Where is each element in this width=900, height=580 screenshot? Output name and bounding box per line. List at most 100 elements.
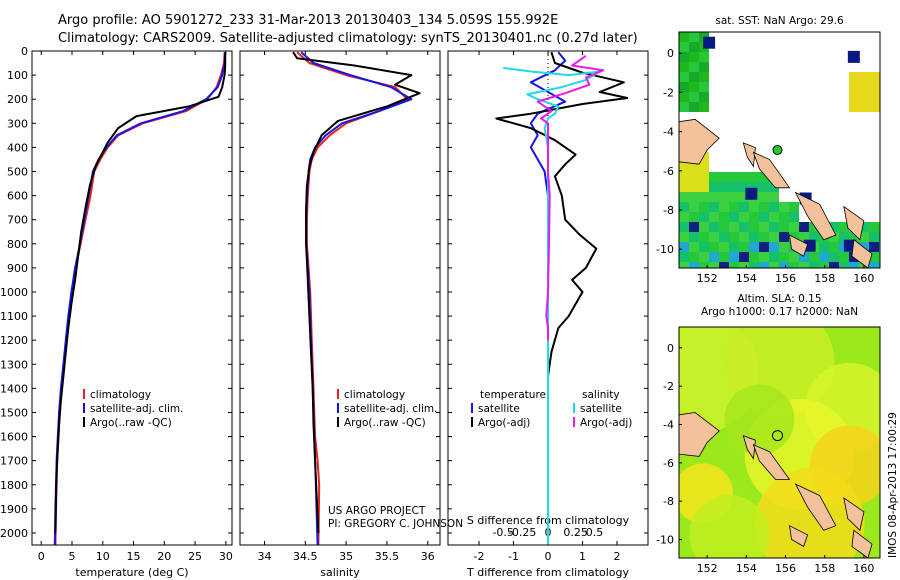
sst-cell	[789, 202, 799, 212]
sst-cell	[749, 262, 759, 268]
sst-cell	[679, 52, 689, 62]
plot-frame	[447, 50, 649, 546]
sst-cell	[679, 252, 689, 262]
sst-cell	[859, 92, 869, 102]
legend-label: Argo(-adj)	[580, 417, 632, 429]
x-tick-label: 36	[421, 550, 435, 563]
sst-cell	[709, 232, 719, 242]
sst-cell	[729, 212, 739, 222]
sst-cell	[769, 262, 779, 268]
sst-cell	[709, 262, 719, 268]
y-tick-label: 500	[7, 165, 28, 178]
coastline	[794, 483, 837, 531]
sst-cell	[719, 222, 729, 232]
sst-cell	[749, 242, 759, 252]
profile-panels: 0100200300400500600700800900100011001200…	[0, 45, 649, 579]
sst-cell	[689, 202, 699, 212]
sst-cell	[729, 252, 739, 262]
y-tick-label: 0	[21, 45, 28, 58]
legend-label: satellite-adj. clim.	[344, 403, 437, 415]
sst-cell	[829, 242, 839, 252]
map-frame	[678, 326, 881, 559]
sst-cell	[769, 252, 779, 262]
sst-cell	[769, 182, 779, 192]
x-tick-label: 5	[69, 550, 76, 563]
sst-cell	[859, 222, 869, 232]
sst-cell	[679, 82, 689, 92]
sst-cell	[689, 62, 699, 72]
sst-cell	[849, 82, 859, 92]
sst-cell	[689, 172, 699, 182]
map-x-tick-label: 160	[853, 562, 874, 575]
sst-cell	[803, 239, 816, 252]
sst-cell	[729, 222, 739, 232]
sst-cell	[739, 172, 749, 182]
y-tick-label: 100	[7, 69, 28, 82]
imos-side-stamp: IMOS 08-Apr-2013 17:00:29	[887, 412, 899, 558]
sst-cell	[859, 232, 869, 242]
sst-cell	[699, 202, 709, 212]
x-axis-label: temperature (deg C)	[75, 566, 188, 579]
sst-cell	[869, 252, 879, 262]
sst-cell	[739, 192, 749, 202]
x-tick-label: 35.5	[375, 550, 400, 563]
series-line-climatology	[296, 51, 409, 546]
sst-cell	[869, 262, 879, 268]
sst-cell	[759, 252, 769, 262]
sst-cell	[869, 92, 879, 102]
sst-cell	[699, 192, 709, 202]
map-x-tick-label: 156	[775, 272, 796, 285]
sst-cell	[699, 262, 709, 268]
sst-cell	[689, 102, 699, 112]
sst-cell	[709, 182, 719, 192]
sst-cell	[839, 262, 849, 268]
legend-label: climatology	[90, 389, 151, 401]
sst-cell	[819, 252, 829, 262]
sst-cell	[779, 222, 789, 232]
map-y-tick-label: -6	[663, 457, 674, 470]
sst-cell	[689, 32, 699, 42]
series-line-argo	[495, 51, 629, 545]
map-y-tick-label: -2	[663, 86, 674, 99]
y-tick-label: 1400	[0, 382, 28, 395]
sst-cell	[759, 262, 769, 268]
sst-cell	[699, 162, 709, 172]
sst-cell	[779, 242, 789, 252]
panel-difference: -2 -1 0 1 2-0.5-0.25 0 0.250.5S difference fro…	[447, 50, 649, 579]
x-axis-label: salinity	[320, 566, 360, 579]
sst-cell	[739, 232, 749, 242]
x-tick-label: 2	[613, 550, 620, 563]
sst-cell	[699, 222, 709, 232]
sst-cell	[719, 232, 729, 242]
y-tick-label: 1700	[0, 455, 28, 468]
sst-cell	[769, 232, 779, 242]
sst-cell	[699, 182, 709, 192]
credit-project: US ARGO PROJECT	[328, 505, 426, 517]
panel-salinity: 34 34.5 35 35.5 36 salinity climatology satelli…	[239, 50, 441, 579]
sst-cell	[799, 232, 809, 242]
coastline	[679, 118, 720, 165]
series-line-sat_diff	[503, 66, 601, 545]
map-y-tick-label: -10	[656, 243, 674, 256]
x-axis-label: T difference from climatology	[466, 566, 629, 579]
header-line-1: Argo profile: AO 5901272_233 31-Mar-2013…	[58, 13, 558, 28]
sst-cell	[719, 192, 729, 202]
y-tick-label: 200	[7, 93, 28, 106]
sst-cell	[745, 187, 758, 200]
sst-cell	[689, 222, 699, 232]
legend-label: satellite-adj. clim.	[90, 403, 183, 415]
sst-cell	[719, 172, 729, 182]
legend-label: satellite	[478, 403, 520, 415]
map-y-tick-label: -4	[663, 418, 674, 431]
sst-cell	[689, 262, 699, 268]
sst-cell	[769, 222, 779, 232]
sst-cell	[869, 82, 879, 92]
coastline	[788, 524, 809, 548]
sst-cell	[729, 262, 739, 268]
sst-cell	[849, 102, 859, 112]
sst-cell	[699, 92, 709, 102]
y-tick-label: 900	[7, 262, 28, 275]
legend-label: climatology	[344, 389, 405, 401]
